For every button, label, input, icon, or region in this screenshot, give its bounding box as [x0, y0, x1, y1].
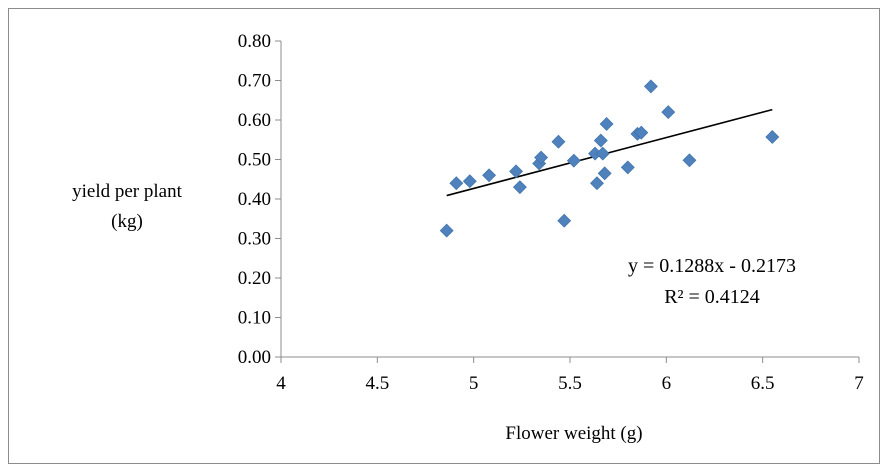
data-point: [557, 213, 572, 228]
y-axis-title-line-1: yield per plant: [72, 181, 182, 202]
data-point: [593, 133, 608, 148]
data-point: [595, 146, 610, 161]
data-point: [643, 79, 658, 94]
y-tick-label: 0.70: [238, 71, 271, 92]
y-tick-label: 0.10: [238, 308, 271, 329]
y-axis-ticks: 0.00 0.10 0.20 0.30 0.40 0.50 0.60 0.70 0.80: [238, 31, 281, 368]
data-point: [462, 174, 477, 189]
data-point: [661, 105, 676, 120]
data-point: [634, 125, 649, 140]
y-tick-label: 0.80: [238, 31, 271, 52]
x-tick-label: 5.5: [558, 373, 582, 394]
y-axis-title-line-2: (kg): [111, 211, 143, 232]
data-point: [599, 117, 614, 131]
axes: [280, 41, 859, 358]
y-tick-label: 0.40: [238, 189, 271, 210]
x-axis-title: Flower weight (g): [505, 423, 642, 444]
y-tick-label: 0.00: [238, 347, 271, 368]
trendline-group: [446, 108, 773, 197]
data-point: [682, 153, 697, 168]
chart-area: 0.00 0.10 0.20 0.30 0.40 0.50 0.60 0.70 0.80 4 4.…: [8, 8, 880, 464]
x-tick-label: 5: [469, 373, 479, 394]
x-axis-ticks: 4 4.5 5 5.5 6 6.5 7: [276, 357, 864, 394]
r-squared-label: R² = 0.4124: [664, 286, 760, 308]
trendline-equation: y = 0.1288x - 0.2173: [628, 255, 796, 277]
data-point: [590, 176, 604, 191]
y-tick-label: 0.60: [238, 110, 271, 131]
data-point: [551, 134, 566, 149]
data-point: [765, 130, 780, 144]
scatter-chart: 0.00 0.10 0.20 0.30 0.40 0.50 0.60 0.70 0.80 4 4.…: [72, 31, 864, 444]
x-tick-label: 7: [854, 373, 864, 394]
data-point: [620, 160, 635, 175]
y-tick-label: 0.50: [238, 150, 271, 171]
data-point: [534, 150, 549, 165]
data-point: [597, 166, 612, 181]
data-point: [566, 153, 581, 168]
x-tick-label: 4.5: [365, 373, 389, 394]
data-point: [449, 176, 464, 191]
data-point: [509, 164, 523, 179]
data-point: [482, 168, 497, 183]
x-tick-label: 6.5: [751, 373, 775, 394]
data-point: [512, 180, 527, 195]
data-points: [439, 79, 780, 238]
x-tick-label: 6: [662, 373, 672, 394]
y-tick-label: 0.30: [238, 229, 271, 250]
data-point: [439, 223, 454, 238]
x-tick-label: 4: [276, 373, 286, 394]
trendline: [446, 108, 773, 197]
y-tick-label: 0.20: [238, 268, 271, 289]
